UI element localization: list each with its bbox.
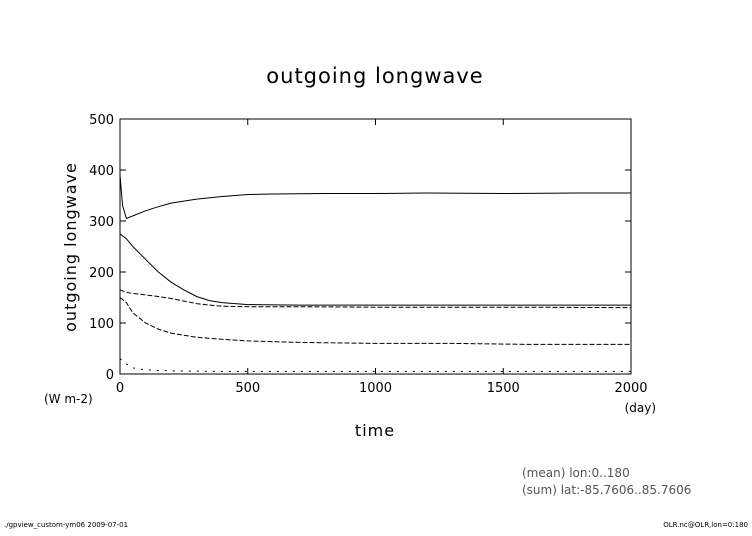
- footer-right: OLR.nc@OLR,lon=0:180: [663, 521, 748, 529]
- x-axis-ticks: 0 500 1000 1500 2000: [116, 119, 648, 396]
- y-tick-label: 100: [89, 317, 114, 332]
- y-tick-label: 200: [89, 266, 114, 281]
- series-line-1: [119, 175, 631, 220]
- series-line-3: [119, 289, 632, 309]
- x-tick-label: 0: [116, 381, 124, 396]
- plot-frame: [119, 118, 632, 375]
- series-layer: [119, 175, 632, 372]
- footer-left: ./gpview_custom-ym06 2009-07-01: [4, 521, 128, 529]
- mean-annotation: (mean) lon:0..180: [522, 466, 630, 480]
- series-line-4: [119, 297, 631, 345]
- x-tick-label: 1500: [487, 381, 520, 396]
- x-tick-label: 2000: [614, 381, 647, 396]
- x-axis-label: time: [355, 421, 395, 440]
- x-units-label: (day): [625, 401, 656, 415]
- x-tick-label: 500: [235, 381, 260, 396]
- y-tick-label: 300: [89, 215, 114, 230]
- y-axis-ticks: 0 100 200 300 400 500: [89, 113, 631, 383]
- chart-title: outgoing longwave: [266, 64, 483, 88]
- y-units-label: (W m-2): [44, 392, 93, 406]
- y-tick-label: 500: [89, 113, 114, 128]
- x-tick-label: 1000: [359, 381, 392, 396]
- y-tick-label: 0: [106, 368, 114, 383]
- series-line-2: [119, 233, 631, 306]
- y-tick-label: 400: [89, 164, 114, 179]
- y-axis-label: outgoing longwave: [61, 162, 80, 332]
- sum-annotation: (sum) lat:-85.7606..85.7606: [522, 483, 691, 497]
